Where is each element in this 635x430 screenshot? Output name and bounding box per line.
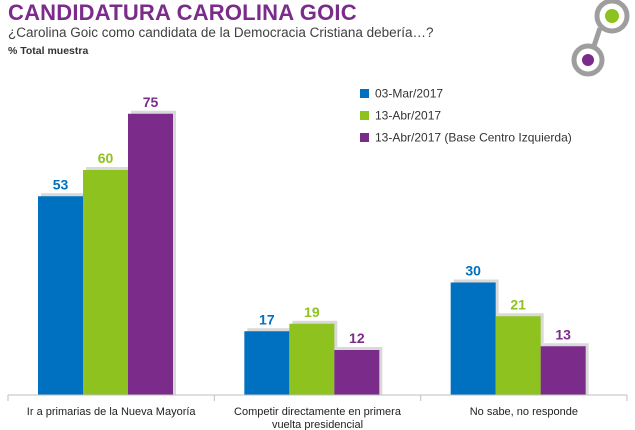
base-note: % Total muestra: [8, 45, 89, 57]
legend-swatch: [360, 133, 369, 142]
data-label: 17: [259, 311, 275, 327]
legend-label: 13-Abr/2017 (Base Centro Izquierda): [375, 131, 572, 145]
bar-2-series-3: [334, 350, 380, 395]
category-label: Ir a primarias de la Nueva Mayoría: [27, 406, 197, 418]
category-label: vuelta presidencial: [272, 419, 363, 430]
chart-legend: 03-Mar/2017 13-Abr/2017 13-Abr/2017 (Base …: [360, 87, 572, 145]
category-labels: Ir a primarias de la Nueva Mayoría Compet…: [27, 406, 578, 430]
data-label: 19: [304, 304, 320, 320]
data-label: 75: [143, 94, 159, 110]
bar-1-series-1: [38, 196, 83, 395]
category-label: Competir directamente en primera: [234, 406, 402, 418]
bar-2-series-1: [244, 331, 290, 395]
page-title: CANDIDATURA CAROLINA GOIC: [8, 0, 357, 25]
bar-2-series-2: [289, 323, 335, 395]
data-label: 53: [53, 176, 69, 192]
category-label: No sabe, no responde: [470, 406, 578, 418]
bar-1-series-3: [128, 113, 173, 395]
bar-3-series-2: [495, 316, 541, 395]
data-label: 12: [349, 330, 365, 346]
data-label: 30: [465, 263, 481, 279]
bar-3-series-3: [540, 346, 586, 395]
legend-swatch: [360, 89, 369, 98]
chart-subtitle: ¿Carolina Goic como candidata de la Demo…: [8, 25, 434, 40]
legend-label: 13-Abr/2017: [375, 109, 441, 123]
brand-logo-icon: [571, 0, 630, 77]
data-label: 60: [98, 150, 114, 166]
legend-swatch: [360, 111, 369, 120]
bar-1-series-2: [83, 170, 128, 395]
x-axis-ticks: [7, 395, 628, 401]
bar-group: 53 60 75 17 19 12 30 21 13: [38, 94, 589, 395]
data-label: 21: [510, 296, 526, 312]
bar-3-series-1: [450, 282, 496, 395]
legend-label: 03-Mar/2017: [375, 87, 443, 101]
data-label: 13: [555, 326, 571, 342]
